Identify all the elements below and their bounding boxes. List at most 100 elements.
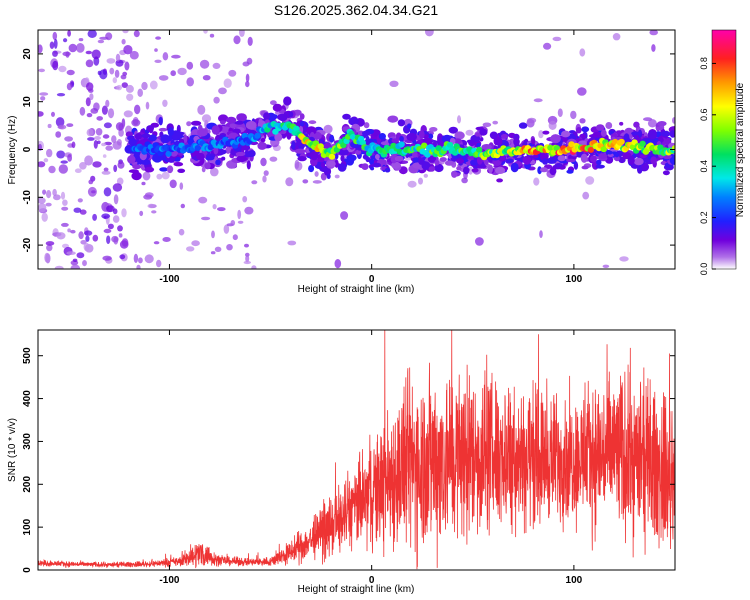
heatmap-ridge-cell	[657, 144, 664, 151]
heatmap-cell	[500, 134, 509, 139]
heatmap-cell	[348, 117, 359, 126]
heatmap-cell	[52, 50, 58, 57]
heatmap-cell	[294, 159, 300, 169]
heatmap-cell	[67, 228, 71, 233]
heatmap-cell	[378, 133, 386, 140]
heatmap-cell	[101, 213, 111, 219]
colorbar-tick-label: 0.8	[699, 57, 709, 70]
heatmap-cell	[407, 180, 417, 188]
colorbar-tick-label: 0.0	[699, 263, 709, 276]
heatmap-cell	[46, 190, 52, 199]
heatmap-cell	[154, 48, 158, 52]
heatmap-cell	[302, 179, 309, 184]
heatmap-cell	[479, 128, 488, 136]
heatmap-cell	[476, 142, 481, 148]
heatmap-cell	[232, 128, 241, 134]
heatmap-cell	[169, 179, 177, 189]
heatmap-cell	[71, 141, 76, 149]
heatmap-cell	[58, 65, 67, 73]
colorbar: 0.0 0.2 0.4 0.6 0.8 Normalized spectral ampl…	[699, 29, 746, 276]
heatmap-cell	[419, 129, 425, 139]
heatmap-cell	[533, 154, 539, 159]
heatmap-cell	[186, 246, 195, 252]
heatmap-cell	[283, 96, 292, 106]
heatmap-cell	[121, 82, 128, 88]
heatmap-cell	[52, 60, 59, 71]
snr-y-tick-label: 200	[22, 476, 33, 493]
heatmap-cell	[186, 121, 192, 127]
heatmap-cell	[582, 191, 590, 200]
heatmap-cell	[429, 126, 438, 132]
heatmap-cell	[633, 121, 640, 128]
heatmap-cell	[67, 30, 71, 37]
heatmap-cell	[647, 119, 657, 128]
heatmap-cell	[607, 150, 613, 155]
heatmap-cell	[294, 141, 304, 147]
heatmap-x-tick-label: 0	[369, 274, 375, 285]
heatmap-cell	[533, 177, 540, 186]
heatmap-cell	[79, 106, 86, 116]
heatmap-cell	[579, 48, 586, 57]
heatmap-cell	[105, 32, 113, 41]
heatmap-cell	[112, 215, 120, 223]
heatmap-cell	[412, 157, 420, 164]
heatmap-cell	[40, 96, 46, 101]
heatmap-cell	[596, 159, 602, 166]
heatmap-cell	[112, 141, 122, 150]
heatmap-cell	[58, 124, 67, 130]
heatmap-cell	[657, 121, 667, 127]
heatmap-ridge-cell	[424, 151, 431, 158]
heatmap-cell	[132, 164, 142, 170]
heatmap-cell	[631, 131, 640, 136]
heatmap-cell	[527, 117, 537, 124]
heatmap-cell	[370, 166, 375, 171]
heatmap-cell	[43, 158, 49, 163]
heatmap-cell	[539, 230, 543, 239]
heatmap-cell	[113, 194, 119, 205]
heatmap-ridge-cell	[435, 145, 442, 152]
heatmap-cell	[552, 36, 562, 42]
heatmap-cell	[561, 130, 571, 138]
heatmap-cell	[244, 243, 249, 248]
heatmap-cell	[154, 59, 162, 63]
heatmap-cell	[291, 140, 296, 150]
heatmap-cell	[118, 233, 123, 238]
heatmap-cell	[201, 166, 206, 173]
heatmap-cell	[612, 33, 621, 41]
heatmap-cell	[237, 220, 244, 224]
heatmap-cell	[151, 210, 157, 214]
heatmap-cell	[49, 41, 55, 49]
heatmap-cell	[124, 61, 130, 71]
heatmap-cell	[109, 67, 115, 75]
heatmap-cell	[197, 128, 208, 137]
heatmap-cell	[294, 148, 306, 154]
heatmap-cell	[428, 166, 436, 172]
heatmap-cell	[64, 136, 73, 142]
heatmap-cell	[427, 155, 437, 163]
heatmap-cell	[126, 93, 134, 102]
heatmap-cell	[244, 206, 254, 215]
heatmap-cell	[41, 212, 48, 222]
heatmap-cell	[221, 156, 226, 161]
heatmap-cell	[117, 225, 123, 232]
heatmap-cell	[226, 116, 237, 124]
heatmap-cell	[425, 30, 434, 37]
heatmap-cell	[129, 50, 139, 60]
heatmap-cell	[95, 128, 103, 136]
heatmap-cell	[66, 82, 73, 91]
heatmap-cell	[79, 162, 87, 170]
heatmap-cell	[211, 125, 220, 135]
heatmap-cell	[585, 176, 595, 185]
heatmap-cell	[141, 81, 148, 91]
heatmap-cell	[533, 98, 543, 103]
heatmap-cell	[199, 59, 210, 69]
heatmap-cell	[471, 168, 479, 173]
heatmap-cell	[407, 123, 412, 129]
heatmap-cell	[365, 135, 370, 146]
heatmap-cell	[466, 139, 476, 144]
heatmap-cell	[38, 203, 47, 213]
heatmap-cell	[581, 126, 590, 133]
heatmap-cell	[397, 119, 406, 127]
heatmap-cell	[54, 265, 64, 269]
heatmap-cell	[61, 222, 69, 227]
